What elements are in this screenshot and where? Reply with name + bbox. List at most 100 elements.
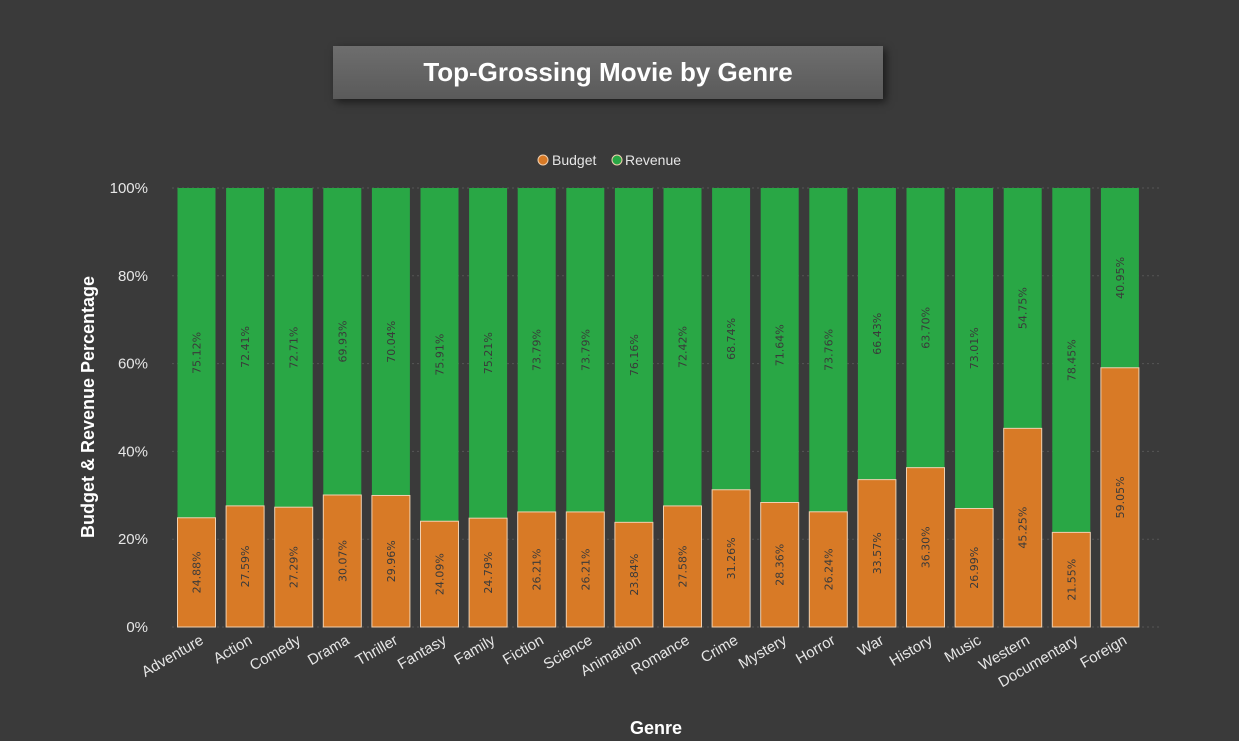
bar-budget[interactable]: [225, 505, 265, 628]
budget-data-label: 26.21%: [579, 548, 592, 590]
bar-budget[interactable]: [420, 520, 459, 628]
bar-budget[interactable]: [371, 494, 411, 628]
bar-budget[interactable]: [663, 505, 702, 628]
budget-data-label: 33.57%: [871, 532, 884, 574]
bar-revenue[interactable]: [1100, 188, 1139, 368]
budget-data-label: 27.29%: [288, 546, 301, 588]
chart-title: Top-Grossing Movie by Genre: [423, 57, 793, 87]
budget-data-label: 30.07%: [336, 540, 349, 582]
bar-revenue[interactable]: [857, 188, 896, 480]
revenue-data-label: 54.75%: [1017, 287, 1030, 329]
budget-data-label: 26.99%: [968, 547, 981, 589]
bar-budget[interactable]: [274, 506, 314, 628]
bar-budget[interactable]: [808, 511, 848, 628]
bar-revenue[interactable]: [469, 188, 508, 519]
x-tick-label: War: [855, 632, 887, 660]
bar-revenue[interactable]: [323, 188, 362, 495]
revenue-data-label: 72.41%: [239, 326, 252, 368]
x-tick-label: History: [887, 631, 936, 669]
bar-revenue[interactable]: [371, 188, 410, 496]
legend-label[interactable]: Revenue: [625, 152, 681, 168]
revenue-data-label: 66.43%: [871, 313, 884, 355]
budget-data-label: 45.25%: [1017, 507, 1030, 549]
budget-data-label: 24.79%: [482, 552, 495, 594]
budget-data-label: 59.05%: [1114, 476, 1127, 518]
bar-revenue[interactable]: [809, 188, 848, 512]
revenue-data-label: 63.70%: [920, 307, 933, 349]
legend-label[interactable]: Budget: [552, 152, 596, 168]
x-tick-label: Adventure: [139, 632, 207, 681]
y-tick-label: 0%: [126, 619, 148, 636]
bar-revenue[interactable]: [1003, 188, 1042, 429]
budget-data-label: 36.30%: [920, 526, 933, 568]
budget-data-label: 26.21%: [531, 548, 544, 590]
y-axis-title: Budget & Revenue Percentage: [78, 276, 98, 538]
revenue-data-label: 70.04%: [385, 321, 398, 363]
revenue-data-label: 75.12%: [191, 332, 204, 374]
x-tick-label: Mystery: [736, 631, 790, 672]
y-tick-label: 20%: [118, 531, 148, 548]
x-tick-label: Fantasy: [395, 631, 450, 673]
y-tick-label: 80%: [118, 268, 148, 285]
bar-revenue[interactable]: [420, 188, 459, 522]
bar-budget[interactable]: [468, 517, 508, 628]
budget-data-label: 23.84%: [628, 554, 641, 596]
bar-budget[interactable]: [177, 517, 216, 628]
bars: [177, 188, 1140, 628]
data-labels: 24.88% 75.12% 27.59% 72.41% 27.29% 72.71% 30.0…: [191, 257, 1127, 601]
legend-swatch[interactable]: [611, 154, 623, 166]
bar-budget[interactable]: [517, 511, 557, 628]
revenue-data-label: 73.79%: [579, 329, 592, 371]
bar-budget[interactable]: [711, 489, 751, 628]
bar-budget[interactable]: [857, 479, 897, 628]
budget-data-label: 27.58%: [677, 545, 690, 587]
x-tick-label: Crime: [698, 632, 741, 667]
bar-revenue[interactable]: [566, 188, 605, 512]
budget-data-label: 28.36%: [774, 544, 787, 586]
bar-revenue[interactable]: [906, 188, 945, 468]
bar-budget[interactable]: [906, 467, 945, 628]
chart-title-box: Top-Grossing Movie by Genre: [333, 46, 883, 99]
bar-budget[interactable]: [614, 521, 654, 628]
x-tick-label: Fiction: [500, 632, 547, 669]
revenue-data-label: 73.79%: [531, 329, 544, 371]
bar-revenue[interactable]: [955, 188, 994, 509]
bar-revenue[interactable]: [663, 188, 702, 506]
bar-revenue[interactable]: [226, 188, 265, 506]
bar-revenue[interactable]: [517, 188, 556, 512]
x-axis-title: Genre: [630, 718, 682, 738]
bar-budget[interactable]: [1100, 367, 1140, 628]
y-axis-ticks: 0% 20% 40% 60% 80% 100%: [110, 180, 148, 636]
y-tick-label: 60%: [118, 356, 148, 373]
bar-revenue[interactable]: [1052, 188, 1091, 533]
y-tick-label: 40%: [118, 443, 148, 460]
bar-budget[interactable]: [1051, 531, 1091, 628]
x-tick-label: Family: [451, 631, 498, 668]
revenue-data-label: 71.64%: [774, 324, 787, 366]
bar-budget[interactable]: [760, 501, 800, 628]
revenue-data-label: 76.16%: [628, 334, 641, 376]
revenue-data-label: 69.93%: [336, 321, 349, 363]
revenue-data-label: 75.91%: [434, 334, 447, 376]
bar-budget[interactable]: [322, 494, 362, 628]
bar-budget[interactable]: [1003, 427, 1043, 628]
budget-data-label: 29.96%: [385, 540, 398, 582]
budget-data-label: 31.26%: [725, 537, 738, 579]
bar-revenue[interactable]: [760, 188, 799, 503]
bar-revenue[interactable]: [712, 188, 751, 490]
legend-swatch[interactable]: [537, 154, 549, 166]
revenue-data-label: 73.76%: [822, 329, 835, 371]
bar-budget[interactable]: [954, 508, 994, 628]
bar-revenue[interactable]: [177, 188, 216, 518]
bar-revenue[interactable]: [614, 188, 653, 523]
x-tick-label: Foreign: [1077, 632, 1130, 672]
bar-budget[interactable]: [565, 511, 605, 628]
x-tick-label: Thriller: [353, 632, 401, 670]
budget-data-label: 26.24%: [822, 548, 835, 590]
bar-revenue[interactable]: [274, 188, 313, 508]
legend[interactable]: Budget Revenue: [537, 152, 681, 168]
x-tick-label: Horror: [793, 632, 838, 668]
revenue-data-label: 72.71%: [288, 327, 301, 369]
revenue-data-label: 78.45%: [1065, 339, 1078, 381]
